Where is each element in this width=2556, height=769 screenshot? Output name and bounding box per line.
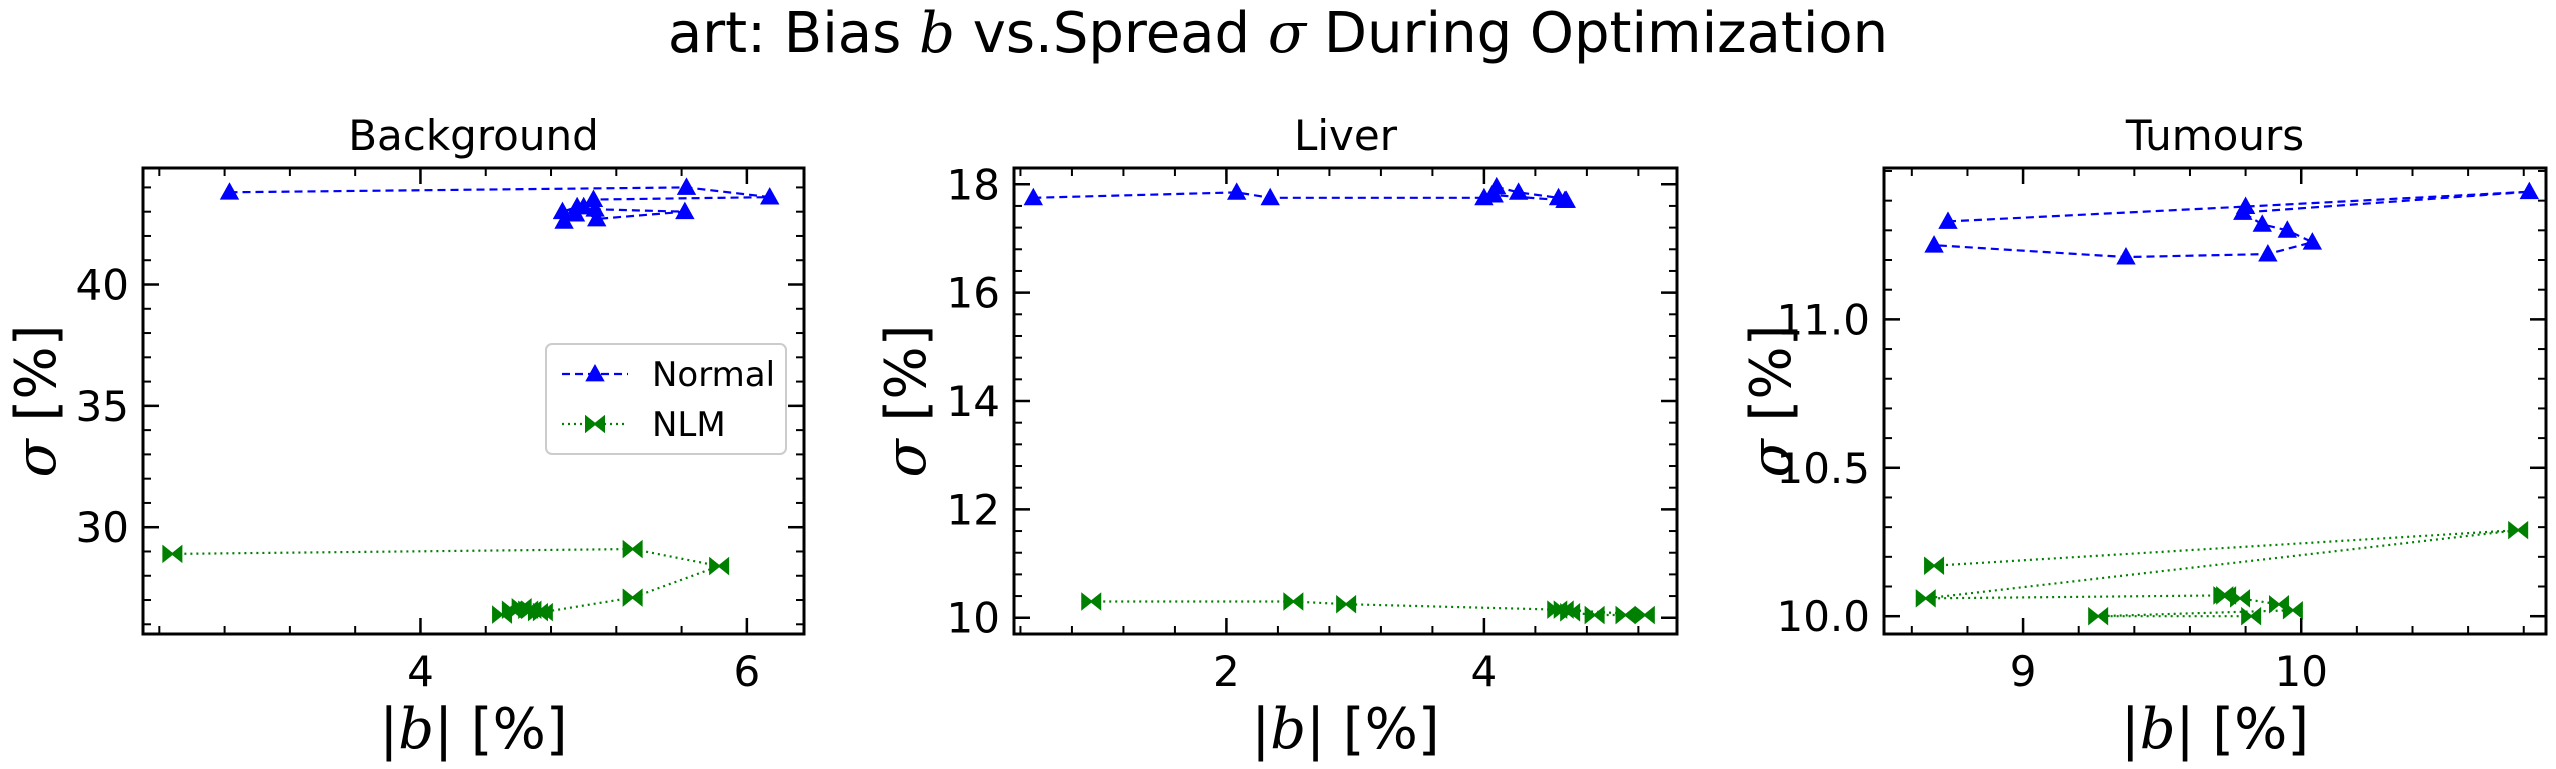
data-point: [1227, 182, 1247, 200]
x-tick-label: 2: [1213, 647, 1240, 696]
data-point: [492, 605, 513, 624]
data-point: [554, 211, 574, 229]
y-tick-label: 10.5: [1776, 444, 1870, 493]
panel-2: Liver 2 4 10 12 14 16 18 |b| [%] σ [%]: [874, 111, 1679, 762]
data-point: [622, 539, 643, 559]
data-point: [2230, 589, 2251, 608]
x-tick-label: 4: [1471, 647, 1498, 696]
data-point: [1924, 556, 1945, 576]
series-nlm: [1081, 592, 1655, 625]
data-point: [1484, 185, 1504, 203]
series-line: [1925, 529, 2519, 618]
data-point: [2508, 520, 2529, 540]
panel-3: Tumours 9 10 10.0 10.5 11.0 |b| [%] σ [%]: [1739, 111, 2548, 762]
y-tick-label: 14: [947, 377, 1000, 426]
legend-marker: [585, 363, 605, 382]
figure-title: art: Bias b vs.Spread σ During Optimizat…: [668, 1, 1888, 66]
y-tick-label: 11.0: [1776, 295, 1870, 344]
data-point: [1938, 211, 1958, 229]
x-axis-label: |b| [%]: [2121, 697, 2309, 762]
legend-box: [545, 343, 787, 455]
y-tick-label: 10: [947, 594, 1000, 643]
legend-label: Normal: [652, 355, 775, 395]
data-point: [219, 182, 240, 200]
series-line: [1933, 190, 2530, 259]
data-point: [1924, 235, 1944, 253]
axes-frame: [1882, 166, 2548, 636]
series-normal: [1023, 176, 1576, 208]
data-point: [2216, 586, 2237, 605]
data-point: [565, 204, 586, 222]
axes-frame: [141, 166, 806, 636]
panel-1: Background 4 6 30 35 40 |b| [%] σ [%]: [4, 111, 806, 762]
y-tick-label: 30: [76, 503, 129, 552]
data-point: [1615, 605, 1636, 625]
data-point: [676, 177, 697, 195]
y-axis-label: σ [%]: [4, 325, 69, 478]
data-point: [2282, 600, 2303, 620]
data-point: [1336, 594, 1357, 614]
data-point: [1556, 190, 1576, 208]
legend: Normal NLM: [545, 343, 787, 455]
data-point: [527, 602, 548, 622]
data-point: [2116, 246, 2136, 265]
data-point: [2277, 220, 2298, 238]
y-axis-label: σ [%]: [874, 325, 939, 478]
data-point: [1081, 592, 1102, 611]
data-point: [2252, 214, 2272, 232]
y-tick-label: 18: [947, 160, 1000, 209]
y-tick-label: 10.0: [1776, 592, 1870, 641]
series-line: [229, 186, 770, 223]
data-point: [2258, 244, 2278, 262]
data-point: [760, 187, 780, 205]
legend-entry-normal: Normal: [562, 355, 775, 395]
data-point: [2233, 202, 2253, 220]
panel-title: Background: [348, 111, 599, 160]
x-tick-label: 6: [734, 647, 761, 696]
axes-frame: [1012, 166, 1679, 636]
series-normal: [1924, 181, 2540, 265]
y-tick-label: 40: [76, 261, 129, 310]
data-point: [622, 588, 643, 607]
series-nlm: [1915, 520, 2529, 626]
series-nlm: [162, 539, 730, 624]
data-point: [1023, 187, 1044, 206]
data-point: [1553, 600, 1574, 619]
data-point: [1283, 592, 1304, 611]
data-point: [2241, 606, 2262, 626]
series-line: [172, 547, 724, 616]
y-tick-label: 12: [947, 485, 1000, 534]
panel-title: Tumours: [2125, 111, 2304, 160]
x-tick-label: 4: [407, 647, 434, 696]
data-point: [2302, 232, 2323, 250]
y-tick-label: 35: [76, 382, 129, 431]
x-axis-label: |b| [%]: [1251, 697, 1439, 762]
data-point: [162, 544, 183, 564]
data-point: [1260, 187, 1280, 206]
legend-label: NLM: [652, 405, 726, 445]
legend-marker: [585, 414, 605, 434]
y-tick-label: 16: [947, 269, 1000, 318]
legend-entry-nlm: NLM: [562, 405, 726, 445]
y-axis-label: σ [%]: [1739, 325, 1804, 478]
data-point: [1915, 589, 1936, 608]
data-point: [709, 556, 730, 576]
x-axis-label: |b| [%]: [379, 697, 567, 762]
data-point: [1508, 182, 1529, 200]
data-point: [1634, 605, 1655, 625]
data-point: [2088, 606, 2109, 626]
data-point: [587, 208, 607, 227]
x-tick-label: 10: [2275, 647, 2328, 696]
series-normal: [219, 177, 780, 229]
data-point: [1584, 605, 1605, 625]
data-point: [585, 199, 605, 217]
panel-title: Liver: [1294, 111, 1398, 160]
data-point: [675, 201, 695, 220]
data-point: [2519, 181, 2540, 200]
x-tick-label: 9: [2010, 647, 2037, 696]
